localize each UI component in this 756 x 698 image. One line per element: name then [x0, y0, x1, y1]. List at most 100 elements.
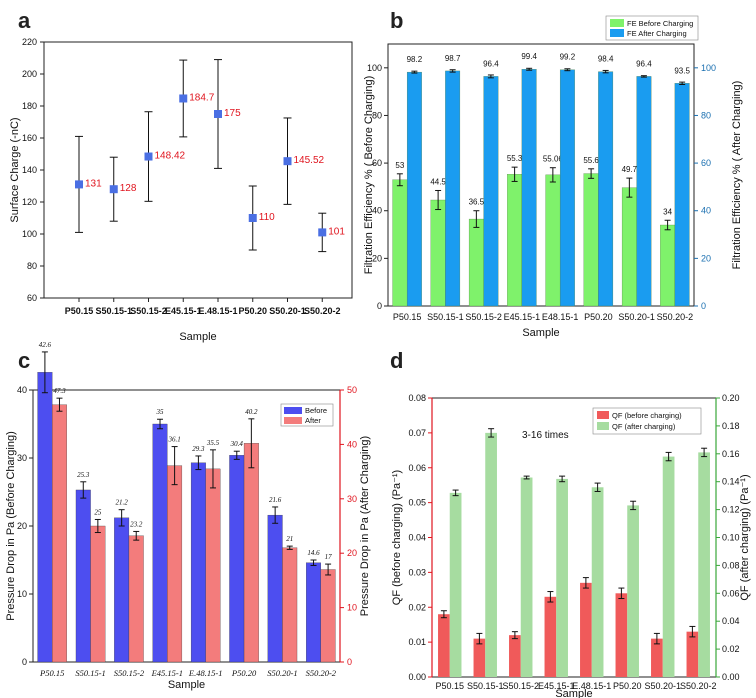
bar-after: [167, 465, 183, 663]
y-tick-label: 220: [22, 37, 37, 47]
x-axis-title: Sample: [168, 679, 205, 691]
legend-swatch: [610, 19, 624, 27]
y-tick-label-right: 0.00: [722, 672, 740, 682]
panel-letter: d: [390, 348, 403, 373]
x-tick-label: E45.15-1: [151, 668, 183, 678]
data-label: 93.5: [674, 66, 690, 75]
data-label: 49.7: [622, 165, 638, 174]
bar-before: [152, 423, 168, 663]
x-tick-label: S50.15-2: [114, 668, 145, 678]
annotation-text: 3-16 times: [522, 430, 569, 441]
bar-qf-after: [627, 505, 639, 677]
x-tick-label: S50.20-1: [618, 312, 655, 322]
y-tick-label-left: 0.03: [408, 567, 426, 577]
data-label: 36.5: [469, 198, 485, 207]
x-tick-label: S50.20-2: [657, 312, 694, 322]
x-axis-title: Sample: [179, 331, 216, 343]
y-tick-label-left: 100: [367, 63, 382, 73]
data-label: 34: [663, 207, 672, 216]
y-tick-label-right: 100: [701, 63, 716, 73]
data-label: 14.6: [307, 549, 320, 557]
legend-label: FE Before Charging: [627, 19, 693, 28]
y-tick-label-right: 60: [701, 158, 711, 168]
y-tick-label-right: 0.06: [722, 588, 740, 598]
bar-qf-after: [591, 487, 604, 677]
panel-letter: c: [18, 348, 30, 373]
bar-before: [392, 179, 408, 307]
x-tick-label: S50.15-1: [95, 306, 132, 316]
x-tick-label: E.48.15-1: [572, 681, 611, 691]
data-label: 21.6: [269, 496, 282, 504]
bar-qf-after: [520, 477, 533, 677]
y-tick-label-right: 40: [347, 439, 357, 449]
y-tick-label: 80: [27, 261, 37, 271]
y-tick-label-right: 30: [347, 494, 357, 504]
x-tick-label: S50.15-1: [75, 668, 105, 678]
y-tick-label: 60: [27, 293, 37, 303]
y-tick-label: 120: [22, 197, 37, 207]
data-label: 35: [156, 408, 165, 416]
data-point: [283, 157, 292, 166]
y-tick-label-left: 20: [17, 521, 27, 531]
data-label: 35.5: [206, 439, 220, 447]
y-tick-label-left: 0.06: [408, 463, 426, 473]
data-label: 131: [85, 178, 102, 189]
y-tick-label-left: 0: [22, 657, 27, 667]
bar-qf-before: [544, 596, 557, 677]
y-axis-title-right: Filtration Efficiency % ( After Charging…: [731, 81, 743, 270]
panel-a: a 60 80 100 120 140 160 180 200 220 P50.15 131 S50.1…: [9, 8, 353, 343]
x-tick-label: E45.15-1: [165, 306, 202, 316]
bar-after: [128, 535, 144, 663]
bar-qf-after: [698, 452, 710, 677]
bar-qf-before: [651, 638, 663, 677]
bar-after: [406, 71, 422, 307]
bar-before: [37, 372, 53, 663]
data-label: 98.2: [407, 55, 423, 64]
panel-d: d 0.00 0.01 0.02 0.03 0.04 0.05 0.06 0.07 0.08 0.0…: [390, 348, 751, 698]
legend-swatch: [597, 422, 609, 430]
y-tick-label-left: 0: [377, 301, 382, 311]
bar-before: [621, 187, 637, 307]
legend-swatch: [597, 411, 609, 419]
legend-label: FE After Charging: [627, 29, 687, 38]
plot-frame: [43, 41, 353, 299]
y-tick-label-left: 0.08: [408, 393, 426, 403]
y-axis-title: Surface Charge (-nC): [9, 117, 21, 222]
data-label: 98.7: [445, 54, 461, 63]
y-tick-label-right: 80: [701, 110, 711, 120]
x-tick-label: P50.20: [584, 312, 613, 322]
y-axis-title-left: Pressure Drop in Pa (Before Charging): [5, 431, 17, 621]
x-tick-label: S50.15-1: [427, 312, 464, 322]
panel-letter: a: [18, 8, 31, 33]
y-tick-label-right: 0.12: [722, 505, 740, 515]
bar-before: [114, 517, 130, 663]
legend-label: QF (after charging): [612, 422, 676, 431]
y-tick-label: 180: [22, 101, 37, 111]
y-tick-label-left: 0.01: [408, 637, 426, 647]
x-tick-label: P50.15: [435, 681, 464, 691]
bar-before: [660, 224, 676, 307]
x-tick-label: E.48.15-1: [188, 668, 223, 678]
y-tick-label-right: 0.16: [722, 449, 740, 459]
y-tick-label-left: 0.02: [408, 602, 426, 612]
data-label: 23.2: [130, 520, 143, 528]
data-label: 55.06: [543, 155, 564, 164]
data-label: 145.52: [294, 155, 325, 166]
x-tick-label: S50.20-2: [680, 681, 717, 691]
x-tick-label: S50.20-2: [304, 306, 341, 316]
data-label: 99.2: [560, 53, 576, 62]
bar-qf-after: [662, 456, 675, 677]
y-tick-label-right: 0.04: [722, 616, 740, 626]
bar-after: [52, 404, 67, 663]
panel-c: c 0 10 20 30 40 0 10 20 30 40 50 42.6 47.3 P50.15 25.3 2…: [5, 341, 371, 691]
y-axis-title-left: Filtration Efficiency % ( Before Chargin…: [363, 76, 375, 275]
data-label: 53: [395, 161, 404, 170]
legend-swatch: [610, 29, 624, 37]
data-label: 148.42: [155, 151, 186, 162]
y-axis-title-left: QF (before charging) (Pa⁻¹): [391, 470, 403, 605]
y-tick-label-right: 0: [701, 301, 706, 311]
x-tick-label: P50.20: [613, 681, 642, 691]
y-tick-label-left: 0.00: [408, 672, 426, 682]
x-tick-label: S50.20-1: [269, 306, 306, 316]
x-tick-label: S50.15-1: [467, 681, 504, 691]
